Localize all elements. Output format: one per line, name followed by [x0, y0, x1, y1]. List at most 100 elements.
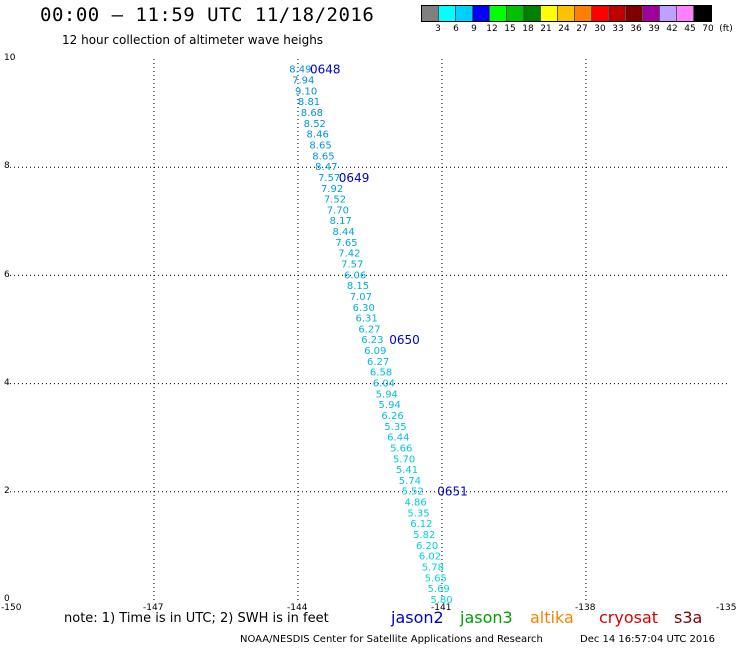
satellite-legend-jason3: jason3	[460, 608, 513, 627]
satellite-legend-altika: altika	[530, 608, 574, 627]
wave-height-label: 6.31	[356, 314, 378, 325]
wave-height-label: 6.58	[370, 368, 392, 379]
x-tick-3: -141	[431, 603, 452, 613]
y-tick-3: 4	[4, 378, 10, 388]
color-swatch	[473, 6, 490, 21]
map-grid	[10, 59, 730, 600]
color-scale-label: 3	[435, 24, 441, 34]
map-subtitle: 12 hour collection of altimeter wave hei…	[62, 33, 324, 47]
wave-height-label: 5.82	[413, 530, 435, 541]
credit-text: NOAA/NESDIS Center for Satellite Applica…	[240, 634, 543, 645]
wave-height-label: 8.52	[304, 119, 326, 130]
color-scale-label: 9	[471, 24, 477, 34]
y-tick-4: 2	[4, 486, 10, 496]
wave-height-label: 5.66	[390, 443, 412, 454]
wave-height-label: 8.47	[315, 162, 337, 173]
wave-height-label: 7.57	[318, 173, 340, 184]
wave-height-label: 5.35	[384, 422, 406, 433]
wave-height-label: 6.30	[353, 303, 375, 314]
y-tick-5: 0	[4, 594, 10, 604]
wave-height-label: 8.81	[298, 97, 320, 108]
color-swatch	[626, 6, 643, 21]
wave-height-label: 7.94	[292, 76, 314, 87]
wave-height-label: 6.20	[416, 541, 438, 552]
color-swatch	[439, 6, 456, 21]
color-scale-label: 21	[540, 24, 552, 34]
legend-label: altika	[530, 608, 574, 627]
color-scale-label: 70	[702, 24, 714, 34]
color-swatch	[541, 6, 558, 21]
color-scale-swatches	[421, 5, 712, 22]
wave-height-label: 5.74	[399, 476, 421, 487]
color-swatch	[660, 6, 677, 21]
pass-time-label: 0649	[339, 171, 370, 185]
wave-height-label: 6.44	[387, 433, 409, 444]
wave-height-label: 6.27	[367, 357, 389, 368]
wave-height-label: 8.65	[312, 151, 334, 162]
legend-label: jason3	[460, 608, 513, 627]
color-scale-label: 36	[630, 24, 642, 34]
wave-height-label: 6.12	[410, 519, 432, 530]
color-swatch	[592, 6, 609, 21]
y-tick-1: 8	[4, 161, 10, 171]
color-scale-label: 6	[453, 24, 459, 34]
color-swatch	[524, 6, 541, 21]
y-tick-0: 10	[4, 53, 16, 63]
wave-height-label: 6.09	[364, 346, 386, 357]
wave-height-label: 7.52	[324, 195, 346, 206]
pass-time-label: 0651	[437, 485, 468, 499]
wave-height-label: 5.80	[430, 595, 452, 606]
wave-height-label: 7.65	[335, 238, 357, 249]
wave-height-label: 8.68	[301, 108, 323, 119]
wave-height-label: 9.10	[295, 86, 317, 97]
satellite-legend-s3a: s3a	[674, 608, 702, 627]
map-title: 00:00 – 11:59 UTC 11/18/2016	[40, 4, 375, 26]
legend-label: s3a	[674, 608, 703, 627]
color-scale-label: 33	[612, 24, 624, 34]
wave-height-label: 5.94	[379, 400, 401, 411]
wave-height-labels: 8.497.949.108.818.688.528.468.658.658.47…	[289, 65, 452, 606]
color-scale-label: 45	[684, 24, 696, 34]
wave-height-label: 5.69	[428, 584, 450, 595]
color-scale-label: 15	[504, 24, 516, 34]
color-swatch	[456, 6, 473, 21]
wave-height-label: 6.06	[344, 270, 366, 281]
time-labels: 0648 0649 0650 0651	[310, 63, 468, 499]
wave-height-label: 5.70	[393, 454, 415, 465]
wave-height-label: 8.17	[330, 216, 352, 227]
color-scale-legend: 3 6 9 12 15 18 21 24 27 30 33 36 39 42 45 70 (ft)	[421, 5, 733, 34]
wave-height-label: 8.46	[307, 130, 329, 141]
color-scale-label: 27	[576, 24, 588, 34]
color-scale-label: 39	[648, 24, 660, 34]
y-tick-2: 6	[4, 270, 10, 280]
color-swatch	[490, 6, 507, 21]
x-tick-5: -135	[716, 603, 737, 613]
wave-height-label: 4.86	[404, 498, 426, 509]
wave-height-label: 7.92	[321, 184, 343, 195]
wave-height-label: 7.42	[338, 249, 360, 260]
wave-height-label: 8.65	[309, 140, 331, 151]
pass-time-label: 0648	[310, 63, 341, 77]
color-scale-label: 30	[594, 24, 606, 34]
color-swatch	[507, 6, 524, 21]
x-tick-4: -138	[575, 603, 596, 613]
wave-height-label: 7.70	[327, 205, 349, 216]
wave-height-label: 5.52	[402, 487, 424, 498]
wave-height-label: 8.15	[347, 281, 369, 292]
color-scale-label: 18	[522, 24, 534, 34]
wave-height-label: 5.65	[425, 573, 447, 584]
wave-height-label: 6.02	[419, 552, 441, 563]
wave-height-label: 7.57	[341, 259, 363, 270]
units-note: note: 1) Time is in UTC; 2) SWH is in fe…	[64, 611, 329, 626]
wave-height-label: 5.41	[396, 465, 418, 476]
satellite-legend-jason2: jason2	[391, 608, 444, 627]
color-swatch	[643, 6, 660, 21]
wave-height-label: 7.07	[350, 292, 372, 303]
pass-time-label: 0650	[389, 333, 420, 347]
legend-label: jason2	[391, 608, 444, 627]
wave-height-label: 6.26	[381, 411, 403, 422]
color-scale-label: 24	[558, 24, 570, 34]
color-scale-label: 42	[666, 24, 678, 34]
generated-timestamp: Dec 14 16:57:04 UTC 2016	[580, 634, 715, 645]
